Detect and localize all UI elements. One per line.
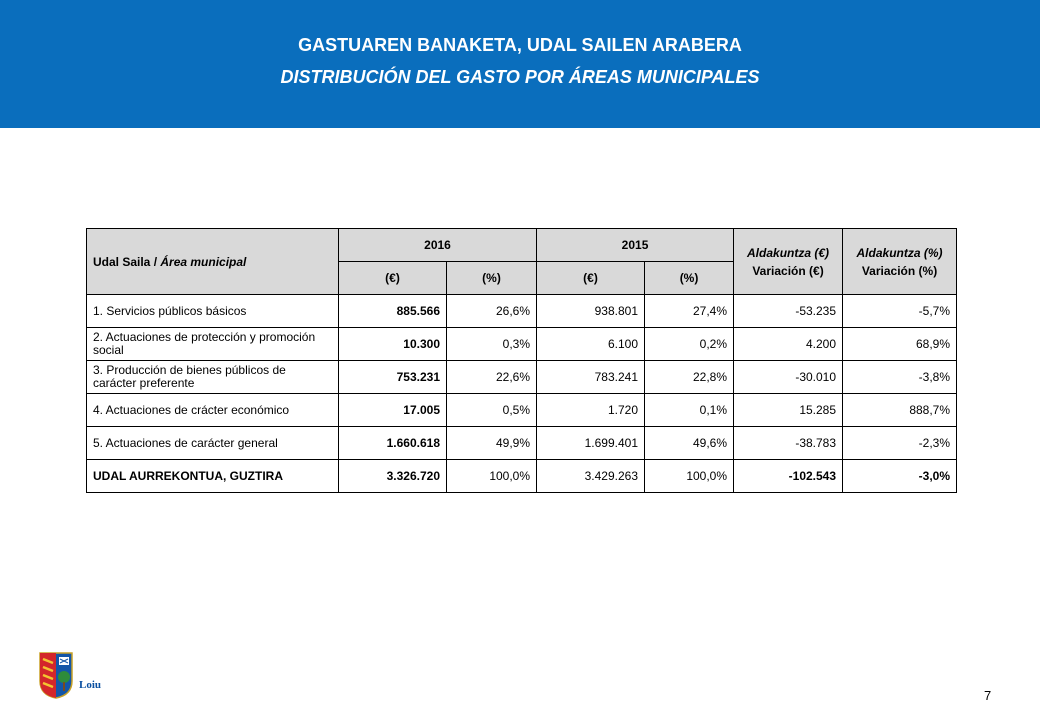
unit-eur-2015: (€)	[536, 261, 646, 295]
table-row: 3. Producción de bienes públicos de cará…	[86, 360, 958, 394]
value-2015: 1.720	[536, 393, 646, 427]
total-pct-2016: 100,0%	[445, 459, 538, 493]
pct-2015: 27,4%	[644, 294, 735, 328]
variation-eur: 4.200	[733, 327, 844, 361]
total-value-2016: 3.326.720	[338, 459, 447, 493]
total-value-2015: 3.429.263	[536, 459, 646, 493]
coat-of-arms-icon	[39, 652, 73, 699]
variation-pct-header-es: Variación (%)	[861, 263, 938, 278]
pct-2015: 22,8%	[644, 360, 735, 394]
row-label: 4. Actuaciones de crácter económico	[86, 393, 339, 427]
variation-pct: -3,8%	[842, 360, 958, 394]
total-variation-eur: -102.543	[733, 459, 844, 493]
variation-eur-header-es: Variación (€)	[752, 263, 824, 278]
total-row: UDAL AURREKONTUA, GUZTIRA 3.326.720 100,…	[86, 459, 958, 493]
unit-eur-2016: (€)	[338, 261, 447, 295]
variation-pct: 68,9%	[842, 327, 958, 361]
area-header: Udal Saila / Área municipal	[86, 228, 339, 295]
value-2015: 783.241	[536, 360, 646, 394]
header-banner: GASTUAREN BANAKETA, UDAL SAILEN ARABERA …	[0, 0, 1040, 128]
variation-pct: -2,3%	[842, 426, 958, 460]
pct-2016: 0,5%	[445, 393, 538, 427]
table-row: 1. Servicios públicos básicos 885.566 26…	[86, 294, 958, 328]
logo-text: Loiu	[79, 679, 102, 691]
row-label: 1. Servicios públicos básicos	[86, 294, 339, 328]
total-pct-2015: 100,0%	[644, 459, 735, 493]
value-2016: 1.660.618	[338, 426, 447, 460]
value-2016: 753.231	[338, 360, 447, 394]
pct-2016: 22,6%	[445, 360, 538, 394]
variation-eur: -30.010	[733, 360, 844, 394]
area-header-es: Área municipal	[160, 254, 247, 269]
value-2016: 10.300	[338, 327, 447, 361]
value-2015: 938.801	[536, 294, 646, 328]
pct-2015: 0,2%	[644, 327, 735, 361]
unit-pct-2015: (%)	[644, 261, 735, 295]
value-2015: 6.100	[536, 327, 646, 361]
page-title: GASTUAREN BANAKETA, UDAL SAILEN ARABERA	[298, 35, 742, 55]
row-label: 5. Actuaciones de carácter general	[86, 426, 339, 460]
variation-pct-header: Aldakuntza (%) Variación (%)	[842, 228, 958, 295]
pct-2015: 49,6%	[644, 426, 735, 460]
total-label: UDAL AURREKONTUA, GUZTIRA	[86, 459, 339, 493]
variation-pct: -5,7%	[842, 294, 958, 328]
table-unit-row: (€) (%) (€) (%)	[87, 261, 957, 295]
pct-2015: 0,1%	[644, 393, 735, 427]
unit-pct-2016: (%)	[445, 261, 538, 295]
table-header-row: Udal Saila / Área municipal 2016 2015 Al…	[86, 228, 958, 295]
spending-table: Udal Saila / Área municipal 2016 2015 Al…	[86, 228, 958, 493]
value-2016: 17.005	[338, 393, 447, 427]
page-subtitle: DISTRIBUCIÓN DEL GASTO POR ÁREAS MUNICIP…	[280, 67, 760, 87]
pct-2016: 49,9%	[445, 426, 538, 460]
page-number: 7	[984, 688, 992, 703]
variation-eur: -38.783	[733, 426, 844, 460]
value-2015: 1.699.401	[536, 426, 646, 460]
pct-2016: 26,6%	[445, 294, 538, 328]
row-label: 2. Actuaciones de protección y promoción…	[86, 327, 339, 361]
area-header-eu: Udal Saila /	[93, 254, 161, 269]
table-row: 2. Actuaciones de protección y promoción…	[86, 327, 958, 361]
variation-eur-header-eu: Aldakuntza (€)	[747, 245, 830, 260]
variation-eur: 15.285	[733, 393, 844, 427]
variation-pct: 888,7%	[842, 393, 958, 427]
variation-eur-header: Aldakuntza (€) Variación (€)	[733, 228, 844, 295]
total-variation-pct: -3,0%	[842, 459, 958, 493]
pct-2016: 0,3%	[445, 327, 538, 361]
variation-pct-header-eu: Aldakuntza (%)	[856, 245, 943, 260]
year-2016-header: 2016	[337, 228, 538, 262]
table-row: 4. Actuaciones de crácter económico 17.0…	[86, 393, 958, 427]
table-row: 5. Actuaciones de carácter general 1.660…	[86, 426, 958, 460]
variation-eur: -53.235	[733, 294, 844, 328]
year-2015-header: 2015	[536, 228, 735, 262]
row-label: 3. Producción de bienes públicos de cará…	[86, 360, 339, 394]
value-2016: 885.566	[338, 294, 447, 328]
